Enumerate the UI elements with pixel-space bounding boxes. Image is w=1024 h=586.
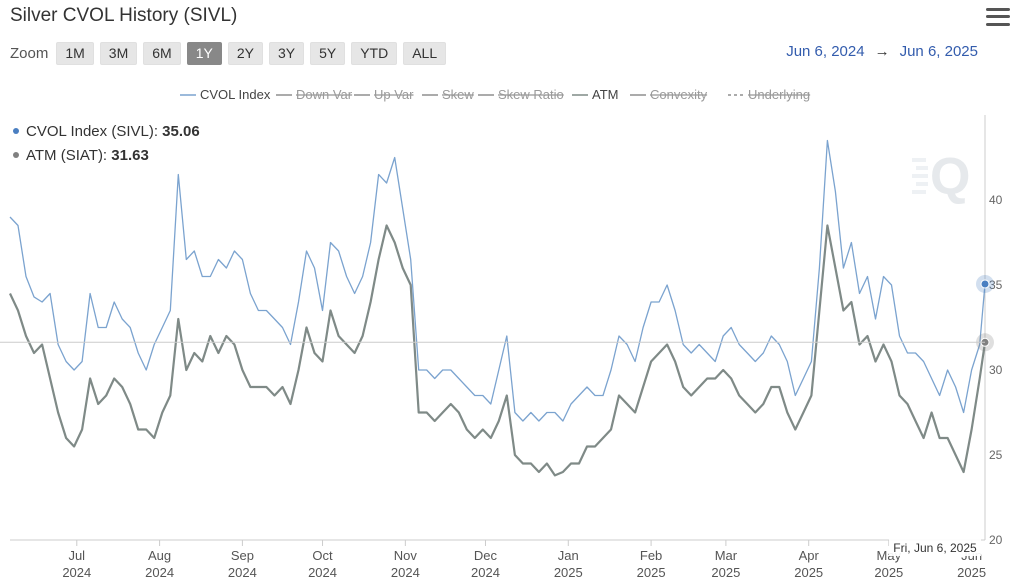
zoom-button-3y[interactable]: 3Y <box>268 41 305 65</box>
legend-label-underlying: Underlying <box>748 87 810 102</box>
x-tick-year-aug-2024: 2024 <box>145 565 174 580</box>
zoom-button-5y[interactable]: 5Y <box>310 41 346 65</box>
chart-title: Silver CVOL History (SIVL) <box>10 5 238 26</box>
zoom-button-1y[interactable]: 1Y <box>186 41 222 65</box>
crosshair-date-label: Fri, Jun 6, 2025 <box>893 541 977 555</box>
svg-text:Q: Q <box>930 148 970 206</box>
range-to-date[interactable]: Jun 6, 2025 <box>899 43 978 60</box>
series-line-atm <box>9 224 987 477</box>
legend-label-skew: Skew <box>442 87 474 102</box>
x-tick-year-jan-2025: 2025 <box>554 565 583 580</box>
crosshair-date-flag <box>889 538 981 556</box>
legend-item-down-var[interactable]: Down Var <box>276 87 353 102</box>
y-tick-label-30: 30 <box>989 363 1003 377</box>
range-arrow-icon: → <box>874 43 890 60</box>
legend-label-down-var: Down Var <box>296 87 353 102</box>
x-tick-year-nov-2024: 2024 <box>391 565 420 580</box>
tooltip-atm-value: 31.63 <box>111 147 149 164</box>
zoom-label: Zoom <box>10 44 49 62</box>
x-tick-month-jan-2025: Jan <box>558 548 579 563</box>
y-tick-label-20: 20 <box>989 533 1003 547</box>
legend-item-skew[interactable]: Skew <box>422 87 474 102</box>
cvol-history-chart: CVOL Index Down Var Up Var Skew Skew Ratio AT… <box>0 87 1003 580</box>
legend-item-convexity[interactable]: Convexity <box>630 87 708 102</box>
range-from-date[interactable]: Jun 6, 2024 <box>786 43 865 60</box>
x-tick-month-oct-2024: Oct <box>312 548 333 563</box>
x-tick-month-apr-2025: Apr <box>799 548 820 563</box>
x-tick-year-jun-2025: 2025 <box>957 565 986 580</box>
y-tick-label-40: 40 <box>989 193 1003 207</box>
legend-label-cvol-index: CVOL Index <box>200 87 271 102</box>
y-tick-label-25: 25 <box>989 448 1003 462</box>
legend-label-skew-ratio: Skew Ratio <box>498 87 564 102</box>
x-tick-year-apr-2025: 2025 <box>794 565 823 580</box>
x-tick-month-mar-2025: Mar <box>715 548 738 563</box>
zoom-button-6m[interactable]: 6M <box>143 41 181 65</box>
zoom-button-ytd[interactable]: YTD <box>351 41 398 65</box>
x-tick-year-sep-2024: 2024 <box>228 565 257 580</box>
zoom-button-1m[interactable]: 1M <box>56 41 94 65</box>
legend-item-atm[interactable]: ATM <box>572 87 618 102</box>
zoom-toolbar: Zoom 1M 3M 6M 1Y 2Y 3Y 5Y YTD ALL <box>10 41 447 65</box>
date-range-display: Jun 6, 2024 → Jun 6, 2025 <box>786 43 978 60</box>
x-tick-year-mar-2025: 2025 <box>711 565 740 580</box>
zoom-button-2y[interactable]: 2Y <box>227 41 263 65</box>
x-tick-month-sep-2024: Sep <box>231 548 254 563</box>
x-tick-year-jul-2024: 2024 <box>62 565 91 580</box>
tooltip-atm: ATM (SIAT): 31.63 <box>26 147 149 164</box>
x-tick-year-dec-2024: 2024 <box>471 565 500 580</box>
tooltip-cvol-dot <box>13 128 19 134</box>
tooltip-cvol-value: 35.06 <box>162 123 200 140</box>
series-line-cvol-index <box>9 139 986 422</box>
legend-label-convexity: Convexity <box>650 87 708 102</box>
legend-item-cvol-index[interactable]: CVOL Index <box>180 87 271 102</box>
legend-item-underlying[interactable]: Underlying <box>728 87 810 102</box>
tooltip-atm-label: ATM (SIAT): <box>26 147 111 164</box>
series-marker-cvol-index <box>980 279 990 289</box>
tooltip-atm-dot <box>13 152 19 158</box>
legend-item-up-var[interactable]: Up Var <box>354 87 414 102</box>
x-tick-month-nov-2024: Nov <box>394 548 418 563</box>
x-tick-month-dec-2024: Dec <box>474 548 498 563</box>
legend-item-skew-ratio[interactable]: Skew Ratio <box>478 87 564 102</box>
zoom-button-all[interactable]: ALL <box>403 41 447 65</box>
hamburger-menu-icon[interactable] <box>986 6 1010 28</box>
x-tick-year-oct-2024: 2024 <box>308 565 337 580</box>
x-tick-month-aug-2024: Aug <box>148 548 171 563</box>
legend-label-up-var: Up Var <box>374 87 414 102</box>
x-tick-month-feb-2025: Feb <box>640 548 662 563</box>
zoom-button-3m[interactable]: 3M <box>99 41 138 65</box>
legend-label-atm: ATM <box>592 87 618 102</box>
q-logo-watermark: Q <box>912 148 970 206</box>
tooltip-cvol-label: CVOL Index (SIVL): <box>26 123 162 140</box>
tooltip-cvol: CVOL Index (SIVL): 35.06 <box>26 123 200 140</box>
x-tick-year-feb-2025: 2025 <box>637 565 666 580</box>
x-tick-month-jul-2024: Jul <box>68 548 85 563</box>
y-tick-label-35: 35 <box>989 278 1003 292</box>
x-tick-year-may-2025: 2025 <box>874 565 903 580</box>
